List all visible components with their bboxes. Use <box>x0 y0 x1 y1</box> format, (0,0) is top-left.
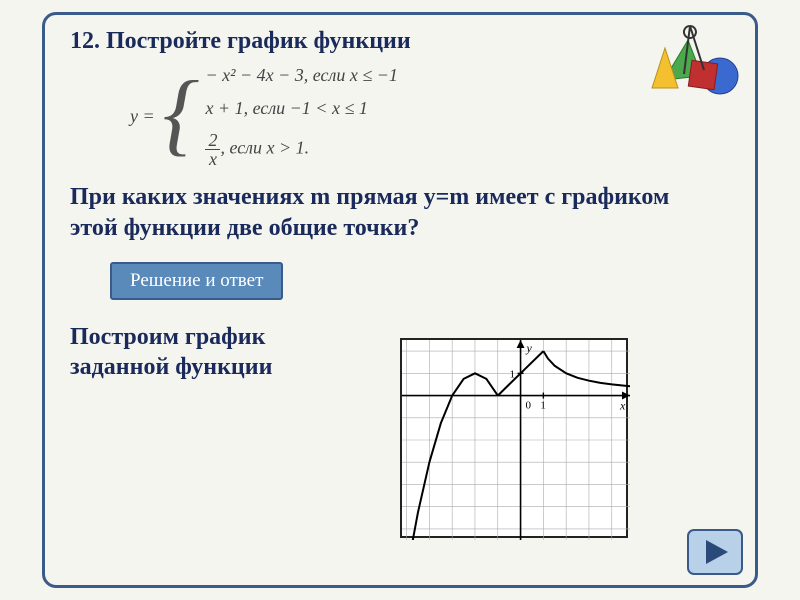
build-graph-text: Построим график заданной функции <box>70 322 350 382</box>
case-1: − x² − 4x − 3, если x ≤ −1 <box>205 65 397 86</box>
formula-cases: − x² − 4x − 3, если x ≤ −1 x + 1, если −… <box>205 65 397 168</box>
problem-title: 12. Постройте график функции <box>70 28 740 55</box>
piecewise-formula: y = { − x² − 4x − 3, если x ≤ −1 x + 1, … <box>130 65 740 168</box>
case-3: 2 x , если x > 1. <box>205 131 397 168</box>
case-2: x + 1, если −1 < x ≤ 1 <box>205 98 397 119</box>
fraction: 2 x <box>205 131 220 168</box>
next-button[interactable] <box>686 528 744 576</box>
function-graph: xy011 <box>400 338 628 538</box>
content-area: 12. Постройте график функции y = { − x² … <box>70 28 740 382</box>
svg-text:0: 0 <box>526 400 532 412</box>
svg-text:y: y <box>526 341 533 355</box>
svg-text:x: x <box>619 399 626 413</box>
svg-text:1: 1 <box>540 400 546 412</box>
brace-icon: { <box>163 69 200 157</box>
solution-button[interactable]: Решение и ответ <box>110 262 283 300</box>
question-text: При каких значениях m прямая y=m имеет с… <box>70 182 720 244</box>
formula-lhs: y = <box>130 106 155 127</box>
